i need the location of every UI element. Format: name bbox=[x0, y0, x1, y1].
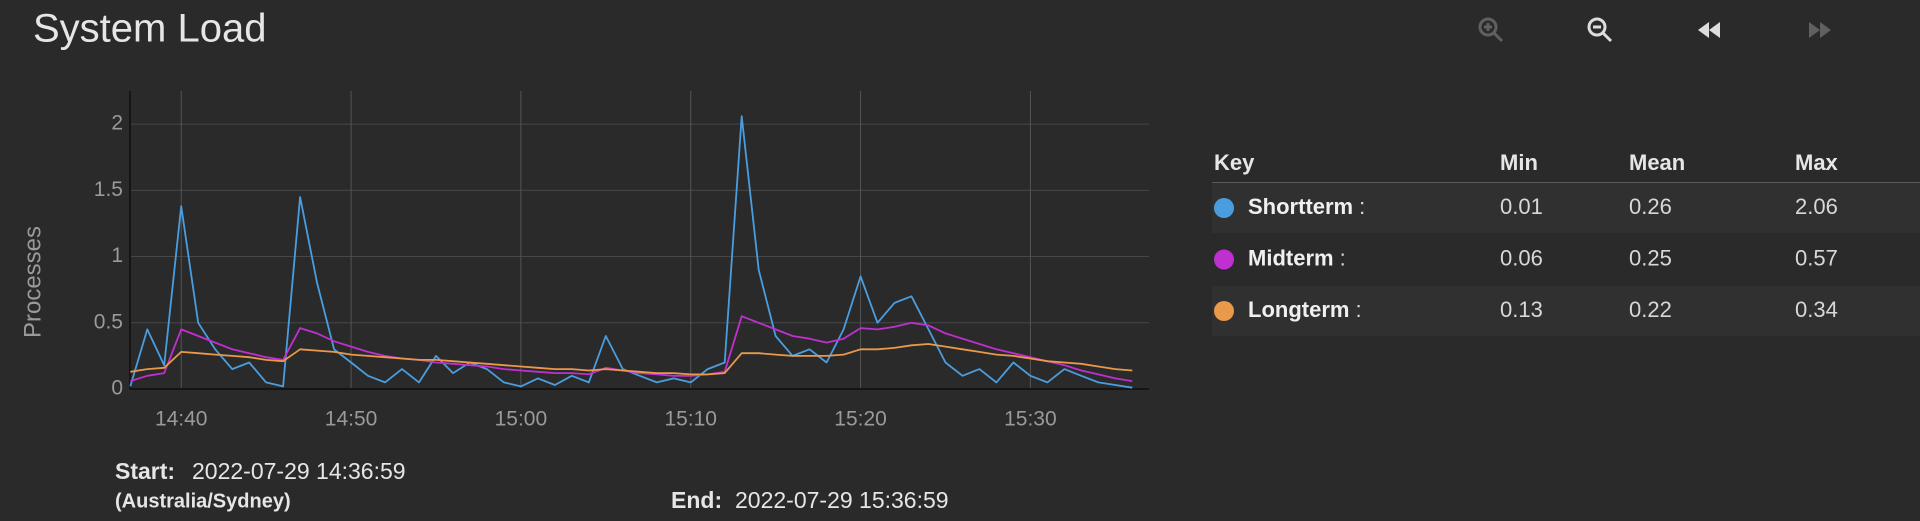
series-label: Longterm: bbox=[1248, 297, 1362, 322]
row-background bbox=[1212, 286, 1920, 336]
plot: 0 0.5 1 1.5 2 14:40 14:50 15:00 15:10 15:20 15:30 bbox=[94, 91, 1149, 431]
stats-table: Key Min Mean Max Shortterm: 0.01 0.26 2.06 Midte… bbox=[1212, 150, 1920, 336]
end-time: 2022-07-29 15:36:59 bbox=[735, 487, 949, 513]
series-name: Longterm bbox=[1248, 297, 1349, 322]
y-tick-label: 1.5 bbox=[94, 178, 123, 201]
zoom-in-button[interactable] bbox=[1478, 17, 1504, 43]
column-header: Max bbox=[1795, 150, 1839, 175]
stat-min: 0.06 bbox=[1500, 245, 1543, 270]
row-background bbox=[1212, 183, 1920, 233]
y-axis-label: Processes bbox=[19, 226, 46, 338]
legend-dot bbox=[1214, 198, 1234, 218]
x-tick-label: 15:10 bbox=[664, 408, 717, 431]
x-tick-label: 15:20 bbox=[834, 408, 887, 431]
series-label: Shortterm: bbox=[1248, 194, 1365, 219]
forward-button[interactable] bbox=[1809, 22, 1831, 38]
y-tick-label: 0 bbox=[111, 377, 123, 400]
series-name: Shortterm bbox=[1248, 194, 1353, 219]
back-button[interactable] bbox=[1698, 22, 1720, 38]
separator: : bbox=[1340, 245, 1346, 270]
start-label: Start: bbox=[115, 458, 175, 484]
start-time: 2022-07-29 14:36:59 bbox=[192, 458, 406, 484]
y-tick-label: 2 bbox=[111, 112, 123, 135]
x-tick-label: 14:50 bbox=[325, 408, 378, 431]
column-header: Mean bbox=[1629, 150, 1685, 175]
stat-min: 0.13 bbox=[1500, 297, 1543, 322]
stat-mean: 0.25 bbox=[1629, 245, 1672, 270]
stat-min: 0.01 bbox=[1500, 194, 1543, 219]
end-label: End: bbox=[671, 487, 722, 513]
timezone: (Australia/Sydney) bbox=[115, 490, 291, 512]
stat-mean: 0.22 bbox=[1629, 297, 1672, 322]
x-tick-label: 14:40 bbox=[155, 408, 208, 431]
x-tick-label: 15:30 bbox=[1004, 408, 1057, 431]
toolbar bbox=[1478, 17, 1831, 43]
series-name: Midterm bbox=[1248, 245, 1334, 270]
stat-max: 2.06 bbox=[1795, 194, 1838, 219]
legend-dot bbox=[1214, 249, 1234, 270]
series-line bbox=[129, 115, 1133, 389]
series-line bbox=[130, 343, 1133, 376]
y-tick-label: 0.5 bbox=[94, 310, 123, 333]
series-label: Midterm: bbox=[1248, 245, 1346, 270]
column-header: Min bbox=[1500, 150, 1538, 175]
stat-max: 0.57 bbox=[1795, 245, 1838, 270]
x-tick-label: 15:00 bbox=[495, 408, 548, 431]
legend-dot bbox=[1214, 301, 1234, 321]
page-title: System Load bbox=[33, 7, 266, 51]
separator: : bbox=[1359, 194, 1365, 219]
stat-mean: 0.26 bbox=[1629, 194, 1672, 219]
column-header: Key bbox=[1214, 150, 1255, 175]
y-tick-label: 1 bbox=[111, 244, 123, 267]
separator: : bbox=[1355, 297, 1361, 322]
zoom-out-button[interactable] bbox=[1587, 17, 1613, 43]
stat-max: 0.34 bbox=[1795, 297, 1838, 322]
